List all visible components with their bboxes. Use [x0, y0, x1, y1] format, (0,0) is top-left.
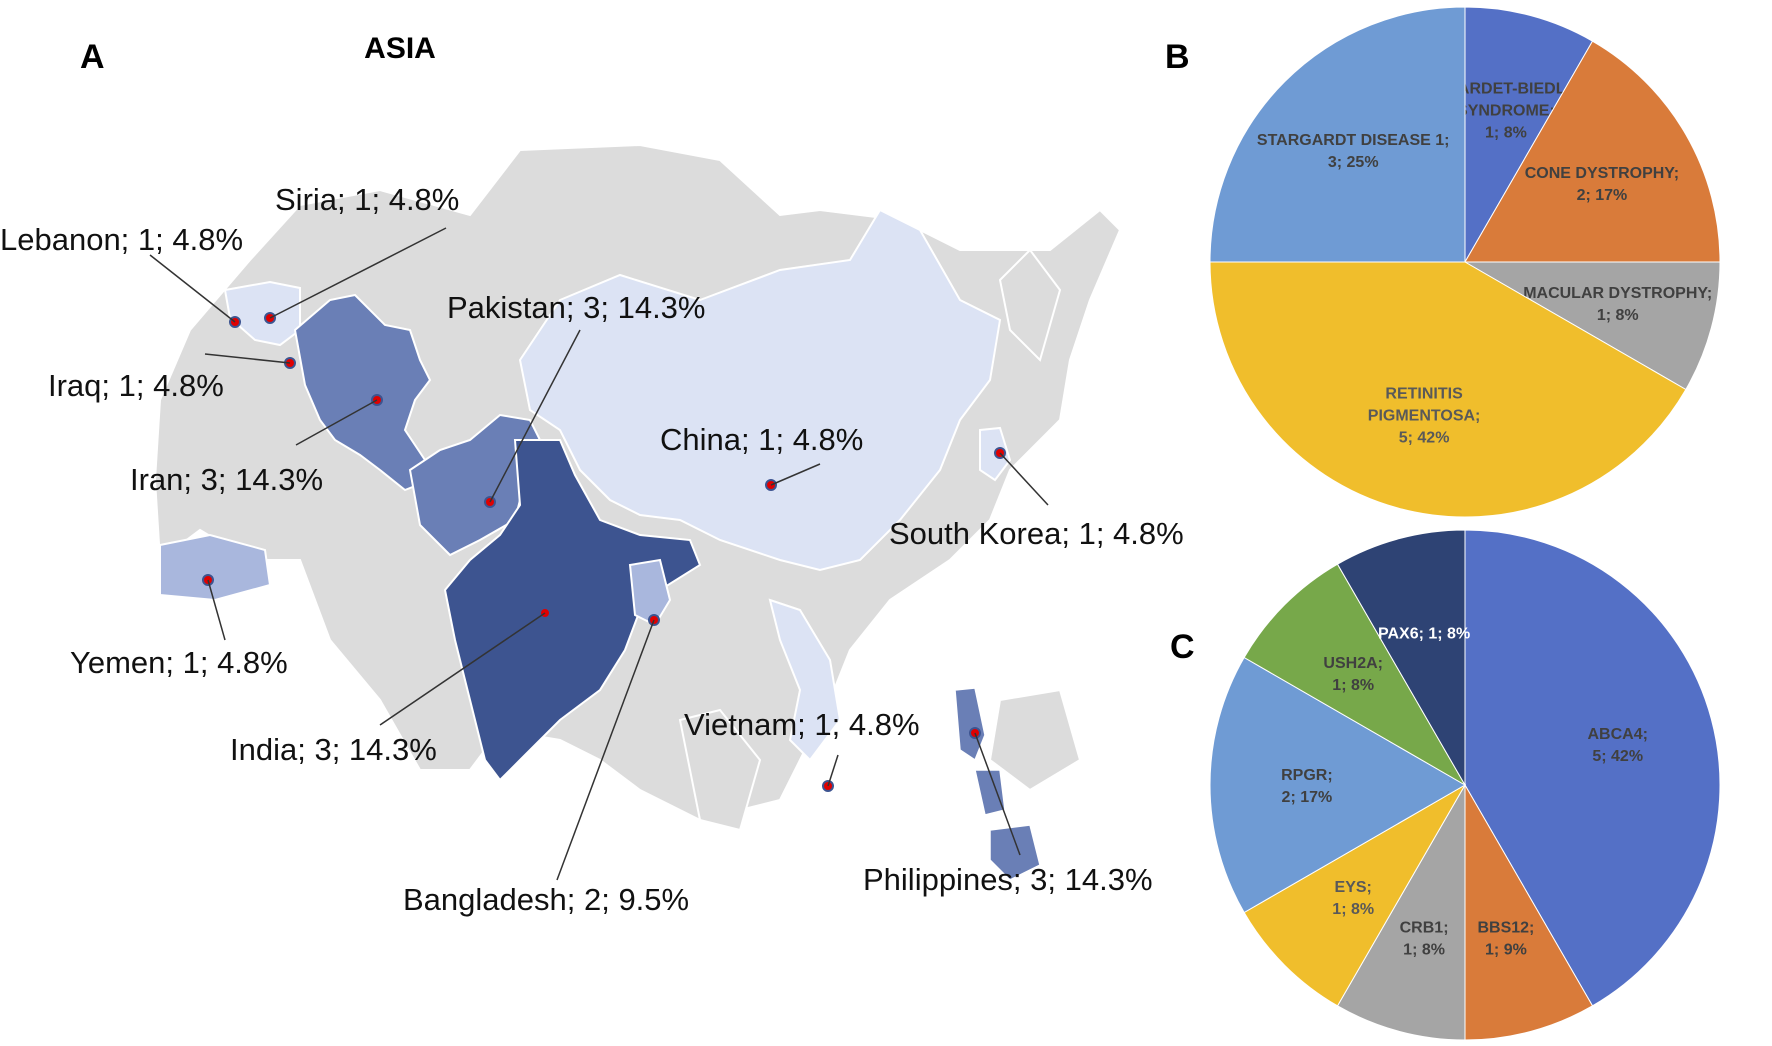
- pie-label-line: 3; 25%: [1328, 154, 1379, 171]
- label-south-korea: South Korea; 1; 4.8%: [889, 516, 1184, 551]
- pie-chart-genes: ABCA4; 5; 42% BBS12; 1; 9% CRB1; 1; 8% EYS; 1; …: [1209, 529, 1721, 1041]
- country-china: [518, 208, 1002, 572]
- pie-label-line: 1; 8%: [1332, 677, 1374, 694]
- pie-chart-phenotypes: BARDET-BIEDL SYNDROME; 1; 8% CONE DYSTROPHY…: [1209, 6, 1721, 518]
- panel-letter-c: C: [1170, 628, 1195, 666]
- label-philippines: Philippines; 3; 14.3%: [863, 862, 1153, 897]
- leader-lines: [149, 227, 1049, 881]
- pie-slice-eys: [1243, 783, 1467, 1007]
- pie-label-line: 5; 42%: [1592, 748, 1643, 765]
- pie-label-line: SYNDROME;: [1457, 102, 1555, 119]
- pie-label-line: 1; 8%: [1485, 124, 1527, 141]
- pie-label-line: 5; 42%: [1399, 430, 1450, 447]
- pie-slice-macular-dystrophy: [1463, 261, 1721, 391]
- map-title: ASIA: [364, 32, 436, 65]
- pie-label-line: STARGARDT DISEASE 1;: [1257, 132, 1450, 149]
- pie-label-ush2a: USH2A; 1; 8%: [1323, 655, 1383, 694]
- label-iran: Iran; 3; 14.3%: [130, 462, 323, 497]
- pie-slice-rpgr: [1209, 656, 1467, 914]
- pie-label-line: PIGMENTOSA;: [1368, 408, 1481, 425]
- pie-label-line: USH2A;: [1323, 655, 1383, 672]
- label-pakistan: Pakistan; 3; 14.3%: [447, 290, 706, 325]
- pie-slice-retinitis-pigmentosa: [1209, 261, 1687, 518]
- pie-label-line: 1; 8%: [1403, 942, 1445, 959]
- country-vietnam: [768, 598, 842, 762]
- pie-label-eys: EYS; 1; 8%: [1332, 879, 1374, 918]
- pie-label-line: RETINITIS: [1385, 386, 1463, 403]
- panel-letter-a: A: [80, 38, 105, 76]
- pie-slice-abca4: [1464, 529, 1721, 1007]
- label-china: China; 1; 4.8%: [660, 422, 863, 457]
- pie-label-line: RPGR;: [1281, 767, 1333, 784]
- pie-slice-cone-dystrophy: [1464, 40, 1721, 263]
- pie-label-crb1: CRB1; 1; 8%: [1400, 920, 1449, 959]
- pie-slice-crb1: [1336, 783, 1466, 1041]
- panel-letter-b: B: [1165, 38, 1190, 76]
- label-vietnam: Vietnam; 1; 4.8%: [684, 707, 920, 742]
- pie-label-line: CONE DYSTROPHY;: [1525, 165, 1679, 182]
- label-iraq: Iraq; 1; 4.8%: [48, 368, 224, 403]
- pie-label-line: 1; 8%: [1332, 901, 1374, 918]
- pie-label-retinitis-pigmentosa: RETINITIS PIGMENTOSA; 5; 42%: [1368, 386, 1481, 447]
- pie-label-line: BBS12;: [1477, 920, 1534, 937]
- label-yemen: Yemen; 1; 4.8%: [70, 645, 288, 680]
- pie-label-line: 1; 8%: [1597, 307, 1639, 324]
- label-india: India; 3; 14.3%: [230, 732, 437, 767]
- pie-label-line: ABCA4;: [1587, 726, 1647, 743]
- country-labels: Siria; 1; 4.8% Lebanon; 1; 4.8% Iraq; 1;…: [0, 182, 1184, 917]
- country-india: [443, 439, 702, 782]
- pie-label-pax6: PAX6; 1; 8%: [1378, 625, 1470, 642]
- pie-slice-ush2a: [1243, 563, 1467, 787]
- pie-label-line: BARDET-BIEDL: [1446, 80, 1565, 97]
- pie-label-line: 1; 9%: [1485, 942, 1527, 959]
- pie-label-macular-dystrophy: MACULAR DYSTROPHY; 1; 8%: [1523, 285, 1712, 324]
- label-lebanon: Lebanon; 1; 4.8%: [0, 222, 243, 257]
- pie-label-stargardt-disease-1: STARGARDT DISEASE 1; 3; 25%: [1257, 132, 1450, 171]
- pie-label-abca4: ABCA4; 5; 42%: [1587, 726, 1647, 765]
- pie-label-line: 2; 17%: [1282, 789, 1333, 806]
- country-yemen: [159, 533, 272, 602]
- label-siria: Siria; 1; 4.8%: [275, 182, 459, 217]
- pie-slice-stargardt-disease-1: [1209, 6, 1466, 263]
- label-bangladesh: Bangladesh; 2; 9.5%: [403, 882, 689, 917]
- pie-slice-bardet-biedl-syndrome: [1464, 6, 1594, 264]
- pie-label-bardet-biedl-syndrome: BARDET-BIEDL SYNDROME; 1; 8%: [1446, 80, 1565, 141]
- pie-label-line: 2; 17%: [1577, 187, 1628, 204]
- pie-label-line: MACULAR DYSTROPHY;: [1523, 285, 1712, 302]
- pie-label-rpgr: RPGR; 2; 17%: [1281, 767, 1333, 806]
- country-iran: [293, 293, 432, 492]
- pie-label-cone-dystrophy: CONE DYSTROPHY; 2; 17%: [1525, 165, 1679, 204]
- pie-label-line: EYS;: [1335, 879, 1372, 896]
- pie-label-line: PAX6; 1; 8%: [1378, 625, 1470, 642]
- pie-label-bbs12: BBS12; 1; 9%: [1477, 920, 1534, 959]
- pie-label-line: CRB1;: [1400, 920, 1449, 937]
- country-bangladesh: [628, 558, 672, 627]
- pie-slice-pax6: [1336, 529, 1466, 787]
- pie-slice-bbs12: [1464, 783, 1594, 1041]
